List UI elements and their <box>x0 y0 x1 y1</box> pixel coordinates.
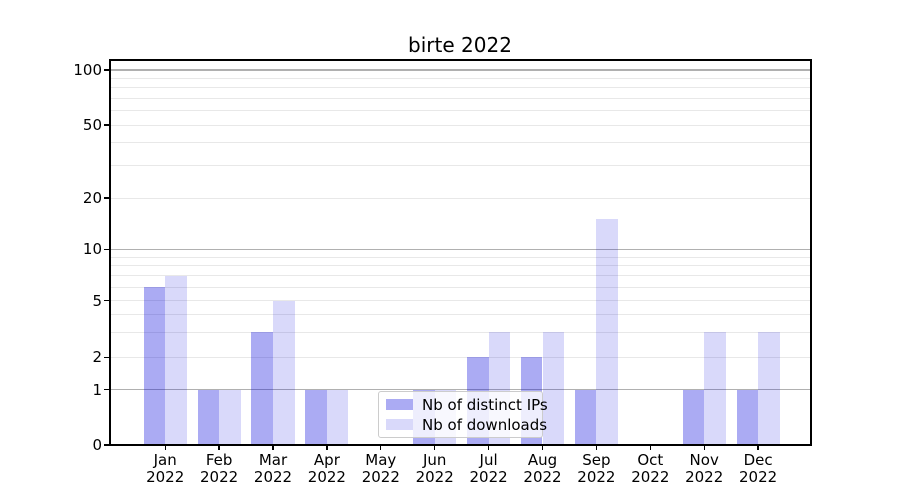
y-tick-label: 5 <box>92 291 102 310</box>
x-tick <box>649 445 651 451</box>
x-tick-label: May 2022 <box>361 451 400 486</box>
x-tick <box>703 445 705 451</box>
gridline-minor <box>110 275 810 277</box>
bar-downloads-aug <box>542 332 565 445</box>
x-tick-label: Apr 2022 <box>307 451 346 486</box>
gridline-minor <box>110 77 810 80</box>
legend-swatch-distinct-ips <box>386 399 413 410</box>
spine-top <box>109 59 812 61</box>
y-tick <box>103 444 109 446</box>
y-tick <box>103 356 109 358</box>
x-tick-label: Dec 2022 <box>739 451 778 486</box>
bar-downloads-apr <box>326 389 349 445</box>
legend-item-downloads: Nb of downloads <box>386 415 547 435</box>
y-tick-label: 0 <box>92 436 102 454</box>
gridline-minor <box>110 313 810 316</box>
gridline-major <box>110 69 810 71</box>
gridline-major <box>110 388 810 391</box>
bar-downloads-nov <box>704 332 726 445</box>
y-tick <box>103 248 109 250</box>
bar-downloads-feb <box>219 389 241 445</box>
bar-distinct-ips-dec <box>736 389 759 445</box>
legend-label-distinct-ips: Nb of distinct IPs <box>422 395 548 414</box>
x-tick <box>218 445 220 451</box>
x-tick-label: Feb 2022 <box>200 451 239 486</box>
gridline-minor <box>110 87 810 89</box>
y-tick-label: 20 <box>82 189 102 207</box>
gridline-minor <box>110 124 810 126</box>
gridline-minor <box>110 142 810 144</box>
x-tick <box>757 445 759 451</box>
bar-distinct-ips-sep <box>574 389 597 445</box>
gridline-minor <box>110 165 810 167</box>
bar-distinct-ips-jan <box>143 287 166 445</box>
x-tick-label: Sep 2022 <box>577 451 616 486</box>
bar-downloads-jan <box>165 275 187 445</box>
x-tick-label: Mar 2022 <box>253 451 293 486</box>
y-tick-label: 1 <box>92 380 102 399</box>
spine-right <box>810 59 812 446</box>
gridline-minor <box>110 197 810 199</box>
gridline-minor <box>110 286 810 288</box>
spine-left <box>109 59 111 446</box>
y-tick <box>103 69 109 71</box>
x-tick <box>272 445 274 451</box>
x-tick <box>434 445 436 451</box>
bar-distinct-ips-feb <box>197 389 220 445</box>
gridline-minor <box>110 256 810 258</box>
y-tick-label: 100 <box>73 61 102 79</box>
legend-item-distinct-ips: Nb of distinct IPs <box>386 395 548 415</box>
y-tick <box>103 299 109 302</box>
x-tick-label: Jul 2022 <box>469 451 508 486</box>
gridline-minor <box>110 331 810 333</box>
x-tick <box>487 445 490 451</box>
x-tick-label: Aug 2022 <box>523 451 562 486</box>
x-tick-label: Jan 2022 <box>146 451 185 486</box>
x-tick-label: Jun 2022 <box>415 451 454 486</box>
bar-distinct-ips-apr <box>305 389 327 445</box>
x-tick <box>326 445 328 451</box>
legend: Nb of distinct IPs Nb of downloads <box>378 391 548 438</box>
x-tick-label: Oct 2022 <box>631 451 670 486</box>
bar-downloads-dec <box>758 332 780 445</box>
x-tick <box>380 445 382 451</box>
x-tick <box>541 445 544 451</box>
y-tick <box>103 388 109 391</box>
bar-downloads-sep <box>596 219 618 445</box>
y-tick <box>103 124 109 126</box>
x-tick-label: Nov 2022 <box>685 451 724 486</box>
y-tick <box>103 197 109 199</box>
legend-label-downloads: Nb of downloads <box>422 415 548 434</box>
gridline-major <box>110 248 810 250</box>
y-tick-label: 50 <box>82 116 102 134</box>
gridline-minor <box>110 300 810 302</box>
gridline-minor <box>110 356 810 358</box>
legend-swatch-downloads <box>386 419 413 430</box>
bar-distinct-ips-mar <box>251 332 273 445</box>
y-tick-label: 2 <box>92 348 102 367</box>
spine-bottom <box>109 444 812 446</box>
gridline-minor <box>110 265 810 267</box>
x-tick <box>595 445 598 451</box>
chart-title: birte 2022 <box>408 33 512 57</box>
gridline-minor <box>110 110 810 112</box>
bar-downloads-mar <box>273 300 295 445</box>
x-tick <box>164 445 166 451</box>
y-tick-label: 10 <box>82 240 102 259</box>
bar-distinct-ips-nov <box>682 389 705 445</box>
gridline-minor <box>110 97 810 99</box>
